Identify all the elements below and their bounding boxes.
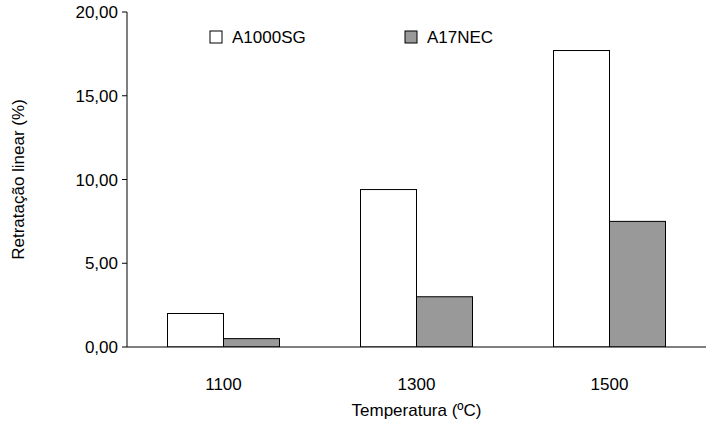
x-axis-label: Temperatura (ºC) <box>352 401 482 420</box>
bar <box>554 51 610 347</box>
y-tick <box>122 263 127 264</box>
bars <box>168 51 666 347</box>
legend-label: A1000SG <box>232 28 306 47</box>
bar <box>224 339 280 347</box>
y-tick <box>122 347 127 348</box>
bar <box>417 297 473 347</box>
x-tick-label: 1500 <box>591 375 629 394</box>
y-tick-label: 5,00 <box>85 254 118 273</box>
y-tick-label: 20,00 <box>75 3 118 22</box>
y-tick <box>122 12 127 13</box>
y-tick <box>122 179 127 180</box>
y-tick-label: 0,00 <box>85 338 118 357</box>
x-tick-label: 1300 <box>398 375 436 394</box>
legend-swatch <box>210 31 222 43</box>
chart: 0,00 5,00 10,00 15,00 20,00 1100 1300 1500 Tempe… <box>0 0 710 428</box>
legend-label: A17NEC <box>427 28 493 47</box>
x-tick-label: 1100 <box>205 375 242 394</box>
bar <box>361 190 417 347</box>
bar <box>168 314 224 348</box>
y-tick <box>122 95 127 96</box>
bar <box>610 221 666 347</box>
y-axis-label: Retratação linear (%) <box>9 99 28 260</box>
y-tick-label: 10,00 <box>75 171 118 190</box>
x-axis <box>127 347 706 348</box>
y-tick-label: 15,00 <box>75 87 118 106</box>
legend-swatch <box>405 31 417 43</box>
